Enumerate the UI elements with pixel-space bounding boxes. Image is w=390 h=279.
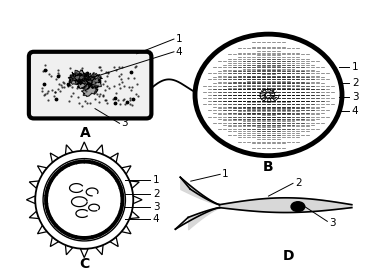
Polygon shape [129,211,139,218]
Polygon shape [105,224,115,233]
Text: 1: 1 [153,175,160,185]
Ellipse shape [226,61,311,129]
Polygon shape [68,73,85,85]
Polygon shape [60,229,70,237]
Polygon shape [50,153,59,163]
Polygon shape [37,166,47,174]
Polygon shape [29,211,39,218]
Polygon shape [96,145,103,155]
Polygon shape [83,160,93,164]
Text: 2: 2 [224,102,230,112]
Polygon shape [91,160,101,167]
Polygon shape [37,225,47,234]
Ellipse shape [212,49,325,141]
Text: 3: 3 [352,92,358,102]
Ellipse shape [216,53,321,137]
Polygon shape [67,233,77,239]
Polygon shape [120,195,124,205]
Ellipse shape [231,64,306,125]
Polygon shape [73,72,89,84]
Polygon shape [50,237,59,247]
Ellipse shape [291,202,305,211]
FancyBboxPatch shape [29,52,151,118]
Polygon shape [121,225,131,234]
Text: 3: 3 [122,118,128,128]
Polygon shape [27,196,35,204]
Polygon shape [96,245,103,255]
Text: A: A [80,126,90,140]
Ellipse shape [222,57,316,133]
Polygon shape [110,237,118,247]
Text: 1: 1 [222,169,229,179]
Polygon shape [49,217,58,227]
Polygon shape [44,203,50,213]
Circle shape [35,151,133,249]
Polygon shape [78,75,94,86]
Text: 1: 1 [176,34,183,44]
Polygon shape [83,235,93,240]
Text: 4: 4 [153,214,160,224]
Polygon shape [115,210,122,220]
Polygon shape [82,83,98,97]
Text: 2: 2 [153,189,160,199]
Ellipse shape [247,77,290,112]
Polygon shape [67,160,77,167]
Text: 3: 3 [153,202,160,212]
Circle shape [43,159,126,241]
Polygon shape [99,229,108,237]
Polygon shape [133,196,142,204]
Text: D: D [282,249,294,263]
Polygon shape [75,160,85,164]
Text: B: B [263,160,274,174]
Polygon shape [86,76,101,88]
Polygon shape [99,163,108,171]
Ellipse shape [195,34,342,156]
Polygon shape [60,163,70,171]
Polygon shape [115,179,122,189]
Text: C: C [79,258,89,271]
Polygon shape [44,195,48,205]
Ellipse shape [236,68,301,121]
Polygon shape [66,245,73,255]
Polygon shape [80,142,88,151]
Text: 1: 1 [352,62,358,73]
Polygon shape [121,166,131,174]
Polygon shape [46,179,53,189]
Polygon shape [220,198,352,213]
Ellipse shape [241,72,296,117]
Text: 4: 4 [352,105,358,116]
Polygon shape [29,181,39,188]
Polygon shape [46,210,53,220]
Text: 2: 2 [295,178,301,188]
Text: 2: 2 [352,78,358,88]
Polygon shape [105,167,115,176]
Polygon shape [119,187,124,196]
Polygon shape [77,79,93,91]
Polygon shape [75,235,85,240]
Polygon shape [129,181,139,188]
Polygon shape [119,203,124,213]
Polygon shape [49,172,58,182]
Polygon shape [91,233,101,239]
Ellipse shape [207,45,330,145]
Polygon shape [66,145,73,155]
Text: 3: 3 [329,218,336,228]
Polygon shape [54,224,64,233]
Ellipse shape [202,40,335,150]
Polygon shape [85,73,102,85]
Polygon shape [110,153,118,163]
Polygon shape [111,172,119,182]
Text: 4: 4 [176,47,183,57]
Polygon shape [54,167,64,176]
Polygon shape [80,249,88,258]
Polygon shape [44,187,50,196]
Polygon shape [111,217,119,227]
Polygon shape [71,70,87,82]
